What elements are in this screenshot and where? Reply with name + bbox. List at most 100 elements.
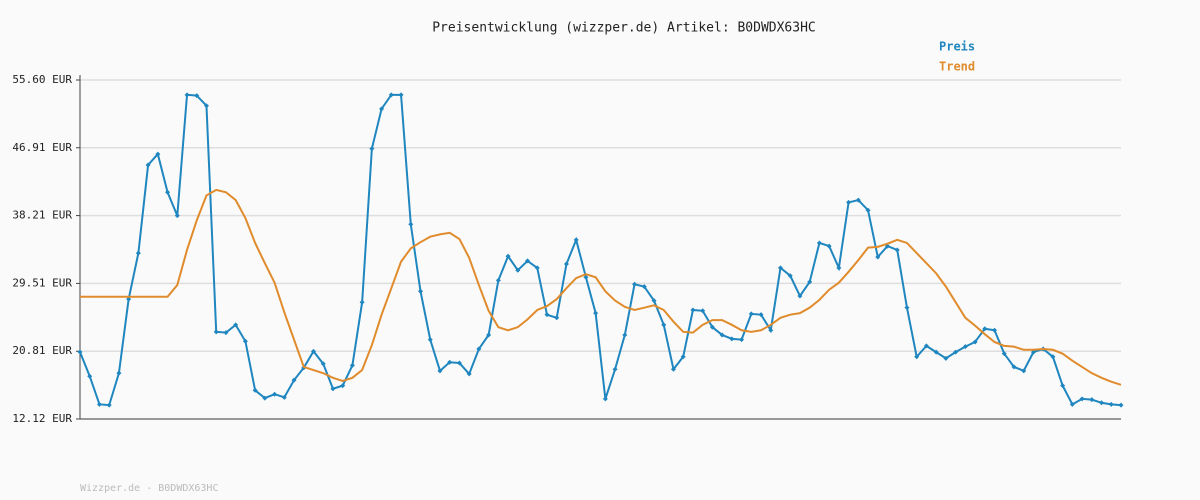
point-marker [797, 293, 803, 299]
point-marker [690, 307, 696, 313]
point-marker [427, 337, 433, 343]
series-line [79, 93, 1122, 407]
point-marker [525, 258, 531, 264]
point-marker [972, 339, 978, 345]
point-marker [1030, 349, 1036, 355]
y-tick-label: 20.81 EUR [12, 344, 72, 357]
footer: Wizzper.de - B0DWDX63HC [80, 483, 218, 494]
legend-label: Trend [939, 60, 975, 74]
point-marker [612, 366, 618, 372]
point-marker [398, 92, 404, 98]
point-marker [943, 355, 949, 361]
point-marker [1069, 401, 1075, 407]
point-marker [729, 336, 735, 342]
y-tick-label: 29.51 EUR [12, 276, 72, 289]
point-marker [836, 265, 842, 271]
point-marker [437, 368, 443, 374]
point-marker [223, 330, 229, 336]
point-marker [1089, 397, 1095, 403]
point-marker [739, 337, 745, 343]
point-marker [330, 386, 336, 392]
point-marker [933, 349, 939, 355]
point-marker [748, 311, 754, 317]
y-tick-label: 12.12 EUR [12, 412, 72, 425]
point-marker [583, 274, 589, 280]
point-marker [875, 254, 881, 260]
point-marker [622, 332, 628, 338]
point-marker [846, 199, 852, 205]
point-marker [1011, 364, 1017, 370]
point-marker [865, 207, 871, 213]
point-marker [155, 151, 161, 157]
point-marker [252, 387, 258, 393]
point-marker [982, 326, 988, 332]
point-marker [1021, 368, 1027, 374]
y-tick-label: 55.60 EUR [12, 73, 72, 86]
point-marker [719, 332, 725, 338]
point-marker [418, 288, 424, 294]
point-marker [602, 396, 608, 402]
point-marker [680, 354, 686, 360]
point-marker [894, 247, 900, 253]
point-marker [787, 273, 793, 279]
point-marker [281, 394, 287, 400]
point-marker [466, 371, 472, 377]
point-marker [369, 146, 375, 152]
point-marker [106, 402, 112, 408]
chart-title: Preisentwicklung (wizzper.de) Artikel: B… [432, 21, 816, 36]
point-marker [1108, 401, 1114, 407]
series-line [80, 188, 1122, 386]
y-tick-label: 46.91 EUR [12, 141, 72, 154]
point-marker [777, 265, 783, 271]
legend-label: Preis [939, 40, 975, 54]
point-marker [632, 281, 638, 287]
point-marker [1079, 396, 1085, 402]
point-marker [408, 221, 414, 227]
point-marker [135, 250, 141, 256]
point-marker [544, 312, 550, 318]
point-marker [953, 349, 959, 355]
point-marker [807, 279, 813, 285]
point-marker [641, 284, 647, 290]
point-marker [670, 366, 676, 372]
point-marker [174, 213, 180, 219]
point-marker [515, 267, 521, 273]
point-marker [1050, 354, 1056, 360]
point-marker [320, 361, 326, 367]
point-marker [379, 106, 385, 112]
point-marker [826, 243, 832, 249]
point-marker [486, 332, 492, 338]
point-marker [1060, 383, 1066, 389]
point-marker [495, 277, 501, 283]
point-marker [359, 299, 365, 305]
point-marker [768, 327, 774, 333]
y-tick-label: 38.21 EUR [12, 209, 72, 222]
point-marker [923, 343, 929, 349]
point-marker [87, 373, 93, 379]
point-marker [651, 298, 657, 304]
point-marker [962, 344, 968, 350]
point-marker [145, 162, 151, 168]
point-marker [1001, 351, 1007, 357]
point-marker [914, 354, 920, 360]
point-marker [388, 92, 394, 98]
point-marker [349, 362, 355, 368]
point-marker [563, 261, 569, 267]
point-marker [262, 395, 268, 401]
point-marker [816, 240, 822, 246]
point-marker [96, 401, 102, 407]
point-marker [573, 237, 579, 243]
point-marker [700, 308, 706, 314]
point-marker [233, 322, 239, 328]
point-marker [855, 197, 861, 203]
point-marker [447, 359, 453, 365]
point-marker [310, 348, 316, 354]
point-marker [184, 92, 190, 98]
point-marker [456, 360, 462, 366]
point-marker [534, 265, 540, 271]
point-marker [203, 103, 209, 109]
point-marker [165, 189, 171, 195]
point-marker [904, 305, 910, 311]
